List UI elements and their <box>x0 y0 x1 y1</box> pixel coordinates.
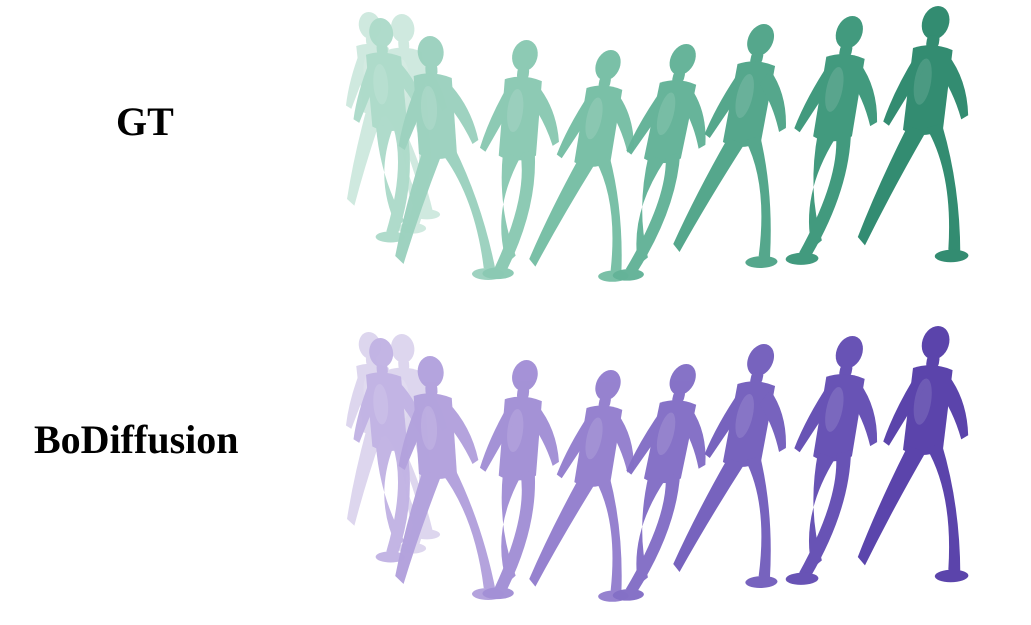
gt-figure-6 <box>673 24 786 268</box>
gt-figure-3 <box>479 40 559 280</box>
gt-figure-4 <box>529 50 634 282</box>
bodiffusion-figure-4 <box>529 370 634 602</box>
gt-figures-canvas <box>345 6 969 282</box>
gt-motion-sequence <box>290 0 1000 290</box>
bodiffusion-figure-7 <box>785 336 878 585</box>
bodiffusion-figure-8 <box>857 326 969 583</box>
bodiffusion-figure-5 <box>612 364 706 601</box>
bodiffusion-figure-6 <box>673 344 786 588</box>
gt-figure-5 <box>612 44 706 281</box>
gt-figure-7 <box>785 16 878 265</box>
gt-figure-1 <box>353 18 427 243</box>
bodiffusion-label: BoDiffusion <box>34 417 239 462</box>
gt-row: GT <box>0 0 1031 300</box>
gt-label: GT <box>116 99 174 144</box>
bodiffusion-figures-canvas <box>345 326 969 602</box>
bodiffusion-figure-3 <box>479 360 559 600</box>
gt-figure-8 <box>857 6 969 263</box>
bodiffusion-motion-sequence <box>290 320 1000 610</box>
bodiffusion-row: BoDiffusion <box>0 320 1031 620</box>
bodiffusion-figure-1 <box>353 338 427 563</box>
